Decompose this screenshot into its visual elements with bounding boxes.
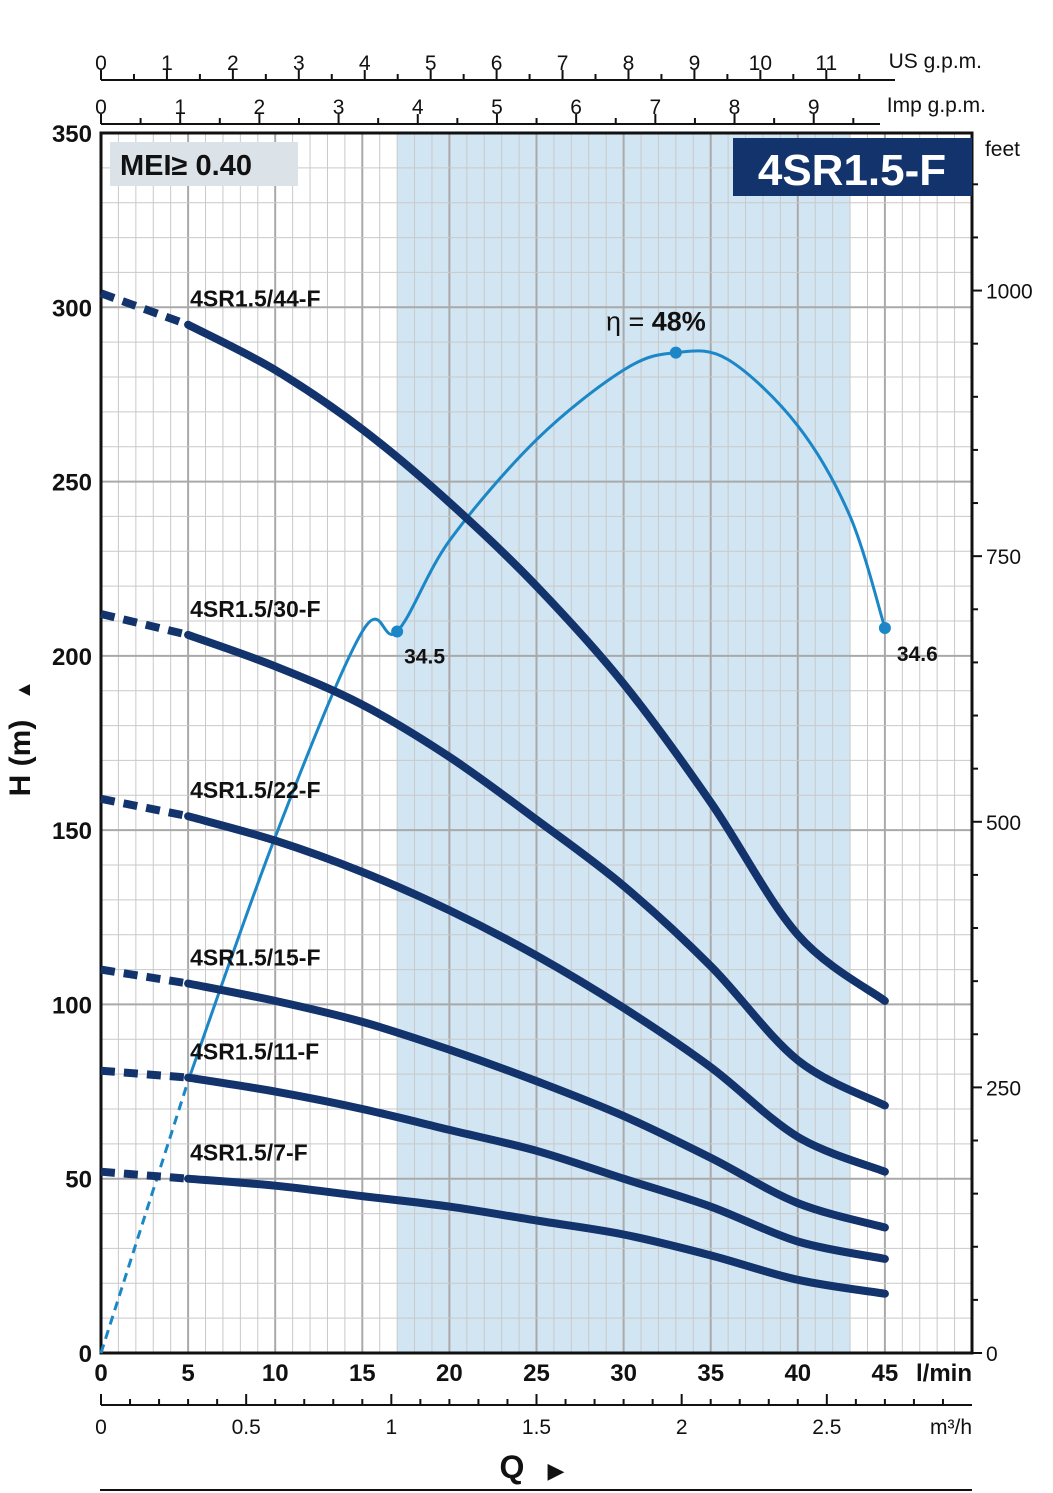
head-curve-label: 4SR1.5/15-F	[190, 945, 320, 971]
chart-title: 4SR1.5-F	[758, 146, 946, 195]
lpm-axis-tick-label: 0	[94, 1360, 107, 1387]
left-axis-tick-label: 250	[52, 470, 92, 497]
m3h-axis-tick-label: 2.5	[812, 1416, 841, 1439]
head-curve-dashed	[100, 1066, 189, 1082]
imp-gpm-axis-tick-label: 6	[570, 96, 582, 119]
lpm-axis-tick-label: 20	[436, 1360, 463, 1387]
us-gpm-axis-tick-label: 6	[491, 52, 503, 75]
efficiency-start-label: 34.5	[404, 645, 445, 668]
y-axis-title: H (m) ▲	[4, 680, 37, 796]
imp-gpm-axis-tick-label: 4	[412, 96, 424, 119]
us-gpm-axis-tick-label: 0	[95, 52, 107, 75]
y-axis-label: H (m)	[4, 720, 37, 797]
left-axis-tick-label: 350	[52, 121, 92, 148]
lpm-axis-tick-label: 10	[262, 1360, 289, 1387]
head-curve-dashed	[100, 794, 189, 821]
efficiency-end-label: 34.6	[897, 643, 938, 666]
lpm-axis-tick-label: 35	[697, 1360, 724, 1387]
lpm-axis-tick-label: 15	[349, 1360, 376, 1387]
left-axis-tick-label: 150	[52, 818, 92, 845]
us-gpm-axis-tick-label: 8	[623, 52, 635, 75]
left-axis-tick-label: 0	[79, 1341, 92, 1368]
imp-gpm-axis-tick-label: 8	[729, 96, 741, 119]
m3h-axis-tick-label: 1.5	[522, 1416, 551, 1439]
imp-gpm-axis-tick-label: 7	[649, 96, 661, 119]
plot-frame	[99, 131, 974, 1355]
head-curve-label: 4SR1.5/7-F	[190, 1140, 308, 1166]
efficiency-start-point	[391, 625, 404, 638]
imp-gpm-axis-tick-label: 2	[254, 96, 266, 119]
title-box: 4SR1.5-F	[733, 138, 972, 196]
feet-axis-tick-label: 500	[986, 812, 1021, 835]
efficiency-peak-point	[669, 346, 682, 359]
lpm-axis-tick-label: 30	[610, 1360, 637, 1387]
left-axis-tick-label: 300	[52, 295, 92, 322]
head-curve-label: 4SR1.5/11-F	[190, 1039, 319, 1065]
us-gpm-axis-tick-label: 9	[689, 52, 701, 75]
mei-badge-text: MEI≥ 0.40	[120, 150, 252, 182]
efficiency-label-value: 48%	[652, 307, 706, 337]
m3h-axis-tick-label: 1	[385, 1416, 397, 1439]
head-curve-solid	[184, 320, 889, 1005]
x-axis-arrow: ▶	[548, 1458, 565, 1483]
y-axis-arrow: ▲	[13, 680, 35, 700]
left-axis-tick-label: 200	[52, 644, 92, 671]
lpm-axis-tick-label: 25	[523, 1360, 550, 1387]
head-curve-solid	[184, 1174, 889, 1298]
us-gpm-axis-tick-label: 2	[227, 52, 239, 75]
lpm-axis-unit: l/min	[916, 1360, 972, 1387]
head-curve-solid	[184, 630, 889, 1110]
x-axis-label: Q	[500, 1449, 525, 1485]
imp-gpm-axis-tick-label: 3	[333, 96, 345, 119]
feet-axis-tick-label: 0	[986, 1343, 998, 1366]
efficiency-curve-solid	[186, 349, 887, 1082]
imp-gpm-axis-unit: Imp g.p.m.	[887, 94, 986, 117]
m3h-axis-tick-label: 2	[676, 1416, 688, 1439]
imp-gpm-axis-tick-label: 0	[95, 96, 107, 119]
us-gpm-axis-tick-label: 3	[293, 52, 305, 75]
head-curve-label: 4SR1.5/44-F	[190, 286, 320, 312]
efficiency-end-point	[878, 621, 891, 634]
feet-axis-tick-label: 750	[986, 546, 1021, 569]
us-gpm-axis-tick-label: 4	[359, 52, 371, 75]
us-gpm-axis-tick-label: 1	[161, 52, 173, 75]
feet-axis-tick-label: 1000	[986, 281, 1033, 304]
feet-axis-unit: feet	[985, 138, 1020, 161]
imp-gpm-axis-tick-label: 1	[174, 96, 186, 119]
us-gpm-axis-unit: US g.p.m.	[889, 50, 982, 73]
efficiency-label-prefix: η =	[606, 307, 652, 337]
head-curve-label: 4SR1.5/22-F	[190, 777, 320, 803]
head-curve-dashed	[99, 289, 190, 329]
head-curve-solid	[184, 812, 889, 1176]
m3h-axis-tick-label: 0.5	[232, 1416, 261, 1439]
efficiency-curve: 34.5 34.6 η = 48%	[99, 307, 938, 1354]
us-gpm-axis-tick-label: 7	[557, 52, 569, 75]
head-curve-dashed	[100, 965, 189, 988]
m3h-axis-tick-label: 0	[95, 1416, 107, 1439]
axes: 05010015020025030035002505007501000feet0…	[52, 50, 1033, 1439]
head-curve-solid	[184, 979, 889, 1232]
us-gpm-axis-tick-label: 10	[749, 52, 772, 75]
us-gpm-axis-tick-label: 11	[815, 52, 837, 75]
lpm-axis-tick-label: 40	[784, 1360, 811, 1387]
us-gpm-axis-tick-label: 5	[425, 52, 437, 75]
head-curve-label: 4SR1.5/30-F	[190, 596, 320, 622]
efficiency-label: η = 48%	[606, 307, 706, 337]
head-curve-dashed	[100, 610, 190, 639]
head-curve-dashed	[100, 1167, 189, 1183]
imp-gpm-axis-tick-label: 5	[491, 96, 503, 119]
m3h-axis-unit: m³/h	[930, 1416, 972, 1439]
feet-axis-tick-label: 250	[986, 1077, 1021, 1100]
efficiency-curve-dashed	[99, 1080, 190, 1354]
head-curves: 4SR1.5/44-F 4SR1.5/30-F 4SR1.5/22-F 4SR1.5/…	[99, 286, 889, 1298]
mei-badge: MEI≥ 0.40	[110, 142, 298, 186]
lpm-axis-tick-label: 5	[181, 1360, 194, 1387]
head-curve-solid	[184, 1073, 889, 1263]
left-axis-tick-label: 100	[52, 992, 92, 1019]
imp-gpm-axis-tick-label: 9	[808, 96, 820, 119]
x-axis-title: Q ▶	[500, 1449, 565, 1485]
left-axis-tick-label: 50	[65, 1167, 92, 1194]
lpm-axis-tick-label: 45	[872, 1360, 899, 1387]
